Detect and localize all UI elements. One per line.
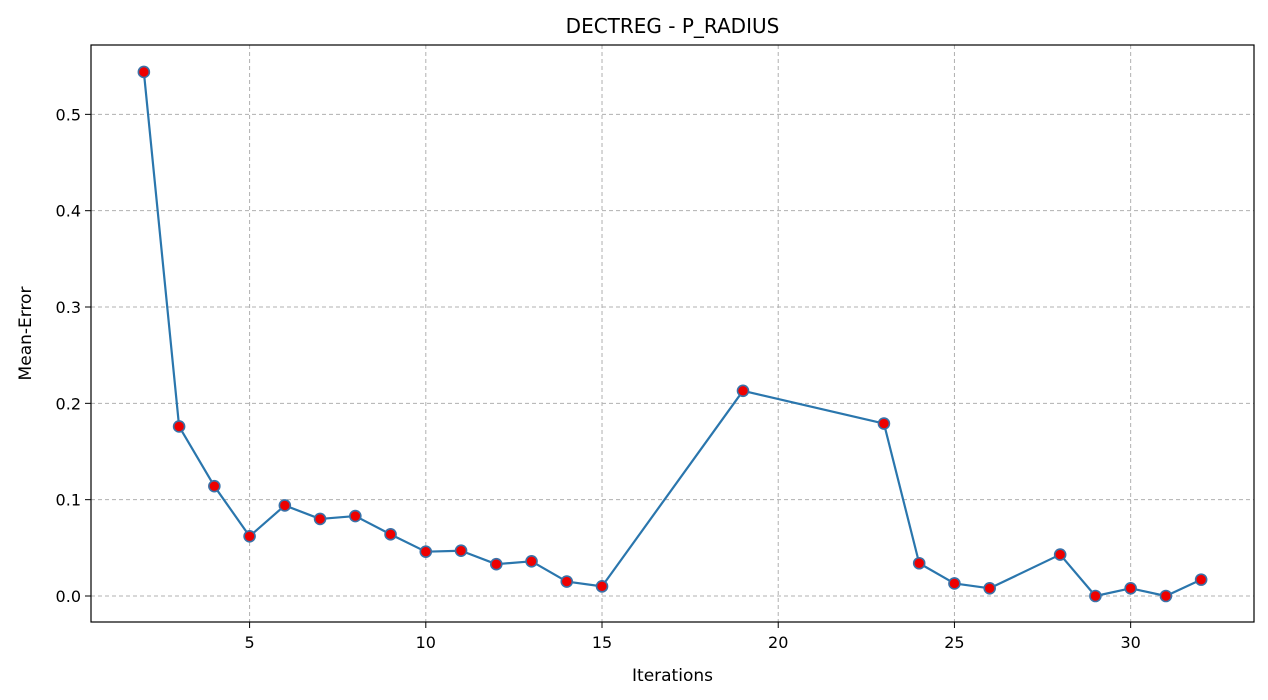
y-tick-label: 0.3 (56, 298, 81, 317)
data-point (1194, 573, 1208, 586)
data-point (384, 528, 397, 541)
x-tick-label: 15 (592, 633, 612, 652)
data-point (525, 555, 538, 568)
data-point (137, 65, 151, 79)
data-point (595, 580, 609, 593)
x-tick-label: 30 (1120, 633, 1140, 652)
data-point (349, 509, 362, 523)
data-point (1089, 589, 1102, 603)
y-tick-label: 0.5 (56, 105, 81, 124)
y-tick-label: 0.1 (56, 491, 81, 510)
data-point (983, 581, 996, 595)
y-tick-label: 0.0 (56, 587, 81, 606)
data-point (1159, 589, 1173, 603)
data-point (419, 545, 433, 558)
data-point (1124, 581, 1137, 595)
x-tick-label: 25 (944, 633, 964, 652)
data-point (278, 499, 292, 512)
chart-title: DECTREG - P_RADIUS (566, 14, 780, 38)
data-point (313, 512, 327, 526)
x-axis-label: Iterations (632, 666, 713, 686)
data-point (489, 557, 503, 571)
axis-ticks: 5 10 15 20 25 30 0.0 0.1 0.2 0.3 0.4 0.5 (56, 105, 1141, 652)
y-axis-label: Mean-Error (16, 287, 36, 381)
data-point (948, 577, 961, 590)
data-point (1053, 548, 1067, 561)
data-point (877, 417, 891, 430)
data-point (736, 384, 750, 398)
x-tick-label: 10 (416, 633, 436, 652)
data-point (208, 479, 221, 493)
plot-frame (90, 44, 1255, 623)
grid-lines (91, 45, 1254, 622)
series-layer (137, 65, 1208, 603)
y-tick-label: 0.4 (56, 202, 81, 221)
x-tick-label: 5 (244, 633, 254, 652)
x-tick-label: 20 (768, 633, 788, 652)
data-point (560, 575, 574, 588)
data-point (243, 529, 256, 543)
data-point (172, 420, 186, 433)
series-line (142, 71, 1202, 598)
y-tick-label: 0.2 (56, 394, 81, 413)
data-point (912, 556, 926, 570)
data-point (454, 544, 468, 558)
